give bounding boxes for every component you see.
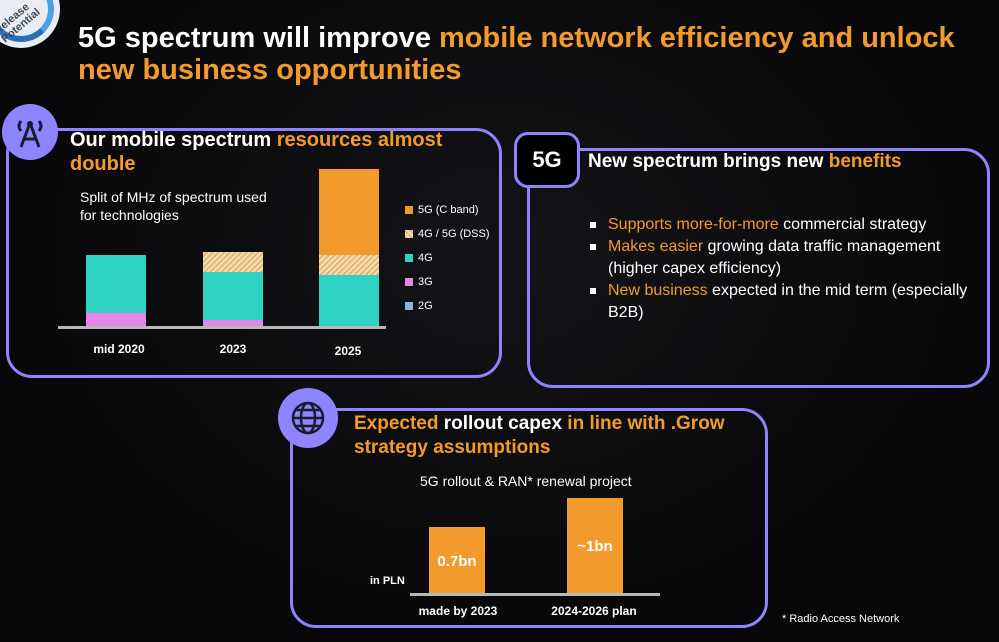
- capex-panel-title: Expected rollout capex in line with .Gro…: [354, 412, 764, 460]
- bar-segment: [319, 169, 379, 255]
- legend-swatch: [405, 206, 413, 214]
- 5g-badge: 5G: [514, 132, 580, 188]
- x-label-2023: 2023: [219, 342, 247, 356]
- benefit-highlight: Supports more-for-more: [608, 216, 784, 233]
- panel1-title-orange: resources almost double: [70, 129, 443, 175]
- legend-item: 3G: [405, 270, 490, 294]
- capex-panel: [290, 408, 768, 628]
- benefits-list: Supports more-for-more commercial strate…: [588, 214, 978, 324]
- legend-swatch: [405, 278, 413, 286]
- panel3-title-orange: Expected: [354, 413, 444, 434]
- antenna-tower-icon: [2, 104, 58, 160]
- legend-item: 2G: [405, 294, 490, 318]
- panel2-title-orange: benefits: [828, 151, 902, 172]
- benefit-item: Supports more-for-more commercial strate…: [588, 214, 978, 236]
- capex-bar-label: ~1bn: [577, 538, 613, 555]
- capex-unit-label: in PLN: [370, 575, 405, 587]
- spectrum-panel-title: Our mobile spectrum resources almost dou…: [70, 128, 490, 176]
- title-white: 5G spectrum will improve: [78, 22, 439, 54]
- x-label-made-by-2023: made by 2023: [418, 604, 498, 618]
- bar-segment: [203, 252, 263, 272]
- x-label-mid-2020: mid 2020: [93, 342, 145, 356]
- legend-label: 2G: [418, 300, 433, 312]
- legend-label: 4G / 5G (DSS): [418, 228, 490, 240]
- capex-bar-label: 0.7bn: [437, 552, 477, 570]
- x-label-2024-2026-plan: 2024-2026 plan: [551, 604, 637, 618]
- benefit-text: growing data traffic management (higher …: [608, 238, 941, 277]
- bar-segment: [86, 255, 146, 313]
- benefit-highlight: Makes easier: [608, 238, 708, 255]
- spectrum-legend: 5G (C band) 4G / 5G (DSS) 4G 3G 2G: [405, 198, 490, 318]
- bar-segment: [203, 320, 263, 327]
- panel1-title-white: Our mobile spectrum: [70, 129, 277, 151]
- release-potential-badge: Release Potential: [0, 0, 60, 48]
- bar-segment: [203, 272, 263, 320]
- panel2-title-white: New spectrum brings new: [588, 151, 829, 172]
- title-orange: mobile network efficiency and unlock new…: [78, 22, 955, 86]
- panel3-title-orange: in line with .Grow strategy assumptions: [354, 413, 725, 458]
- legend-item: 4G / 5G (DSS): [405, 222, 490, 246]
- capex-chart-title: 5G rollout & RAN* renewal project: [420, 473, 632, 489]
- benefit-item: Makes easier growing data traffic manage…: [588, 236, 978, 280]
- legend-label: 5G (C band): [418, 204, 479, 216]
- legend-item: 5G (C band): [405, 198, 490, 222]
- capex-chart-axis: [410, 593, 660, 596]
- benefit-highlight: New business: [608, 282, 713, 299]
- benefit-text: expected in the mid term (especially B2B…: [608, 282, 968, 321]
- legend-swatch: [405, 254, 413, 262]
- benefits-panel-title: New spectrum brings new benefits: [588, 150, 978, 174]
- bar-segment: [319, 255, 379, 275]
- legend-swatch: [405, 302, 413, 310]
- bar-segment: [86, 313, 146, 327]
- panel3-title-white: rollout capex: [443, 413, 568, 434]
- benefit-text: commercial strategy: [783, 216, 927, 233]
- spectrum-chart-axis: [58, 326, 386, 329]
- legend-label: 3G: [418, 276, 433, 288]
- benefit-item: New business expected in the mid term (e…: [588, 280, 978, 324]
- capex-bar: 0.7bn: [429, 526, 485, 594]
- x-label-2025: 2025: [334, 344, 362, 358]
- legend-item: 4G: [405, 246, 490, 270]
- legend-swatch: [405, 230, 413, 238]
- footnote: * Radio Access Network: [782, 613, 900, 625]
- globe-icon: [278, 388, 338, 448]
- spectrum-chart-subtitle: Split of MHz of spectrum used for techno…: [80, 189, 267, 223]
- spectrum-panel: [6, 128, 502, 378]
- slide-title: 5G spectrum will improve mobile network …: [78, 22, 978, 86]
- benefits-panel: [527, 148, 990, 388]
- badge-ring: [0, 0, 54, 42]
- capex-bar: ~1bn: [567, 498, 623, 594]
- legend-label: 4G: [418, 252, 433, 264]
- bar-segment: [319, 275, 379, 327]
